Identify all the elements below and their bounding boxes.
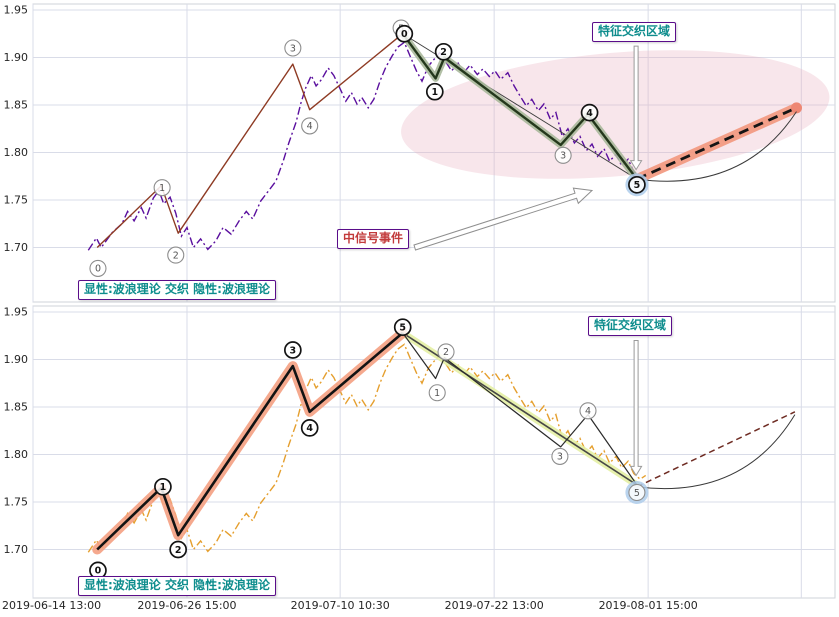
y-tick-label: 1.90 xyxy=(4,51,29,64)
wave-marker-label: 2 xyxy=(175,545,182,556)
wave-marker-circle xyxy=(301,117,319,135)
feature-region-label-bottom: 特征交织区域 xyxy=(588,316,673,336)
panel-bottom: 1.70 1.75 1.80 1.85 1.90 1.95 0 1 2 3 4 5 1 2 3 4 5 xyxy=(4,305,836,599)
wave-marker-circle xyxy=(393,318,412,337)
wave-marker-circle xyxy=(580,103,599,122)
wave-marker-label: 1 xyxy=(159,183,165,194)
wave-marker-label: 2 xyxy=(443,347,449,358)
region-pointer-arrow xyxy=(629,45,643,171)
wave-marker-label: 3 xyxy=(290,43,296,54)
projection-end-dot xyxy=(791,102,803,114)
x-tick-label: 2019-07-10 10:30 xyxy=(291,599,390,612)
wave-marker-circle xyxy=(89,259,107,277)
wave-marker-label: 1 xyxy=(431,87,438,98)
x-tick-label: 2019-07-22 13:00 xyxy=(445,599,544,612)
y-tick-label: 1.95 xyxy=(4,4,29,17)
wave-marker-label: 2 xyxy=(440,47,447,58)
legend-label-top: 显性:波浪理论 交织 隐性:波浪理论 xyxy=(78,280,276,300)
y-tick-label: 1.85 xyxy=(4,401,29,414)
wave-marker-label: 4 xyxy=(306,423,313,434)
wave-marker-circle xyxy=(554,146,572,164)
wave-marker-label: 3 xyxy=(557,452,563,463)
projection-arc xyxy=(636,111,797,182)
wave-marker-circle xyxy=(284,39,302,57)
wave-marker-circle xyxy=(153,179,171,197)
x-tick-label: 2019-06-26 15:00 xyxy=(137,599,236,612)
wave-marker-label: 5 xyxy=(634,180,641,191)
y-tick-label: 1.80 xyxy=(4,146,29,159)
x-tick-label: 2019-06-14 13:00 xyxy=(2,599,101,612)
y-tick-label: 1.70 xyxy=(4,241,29,254)
legend-label-bottom: 显性:波浪理论 交织 隐性:波浪理论 xyxy=(78,576,276,596)
wave-marker-label: 3 xyxy=(290,345,297,356)
wave-marker-circle xyxy=(551,447,569,465)
wave-marker-circle xyxy=(169,540,188,559)
wave-marker-circle xyxy=(437,343,455,361)
y-tick-label: 1.75 xyxy=(4,194,29,207)
y-tick-label: 1.70 xyxy=(4,543,29,556)
up-wave-line xyxy=(96,33,404,249)
feature-region-label-top: 特征交织区域 xyxy=(592,22,677,42)
projection-arc xyxy=(636,414,796,490)
signal-event-arrow xyxy=(413,187,594,251)
down-wave-line xyxy=(401,32,638,180)
wave-marker-label: 4 xyxy=(586,108,593,119)
wave-marker-circle xyxy=(300,419,319,437)
wave-marker-label: 0 xyxy=(401,29,408,40)
wave-marker-circle xyxy=(395,24,414,43)
wave-marker-label: 0 xyxy=(95,264,101,275)
wave-marker-circle xyxy=(628,483,646,502)
wave-marker-circle xyxy=(425,82,444,101)
wave-marker-circle xyxy=(154,477,172,496)
wave-marker-label: 1 xyxy=(434,388,440,399)
wave-marker-circle xyxy=(428,384,446,402)
wave-marker-label: 5 xyxy=(399,323,406,334)
wave-marker-label: 0 xyxy=(95,566,102,577)
y-tick-label: 1.80 xyxy=(4,448,29,461)
signal-event-label: 中信号事件 xyxy=(337,229,410,249)
y-tick-label: 1.75 xyxy=(4,496,29,509)
wave-marker-circle xyxy=(628,175,646,194)
highlight-ellipse xyxy=(401,50,830,179)
wave-marker-label: 5 xyxy=(634,488,640,499)
panel-top: 1.701.751.801.851.901.95012345012345 xyxy=(4,3,836,303)
up-wave-line xyxy=(96,331,404,551)
projection-line xyxy=(636,106,798,181)
wave-marker-label: 3 xyxy=(560,151,566,162)
wave-marker-label: 2 xyxy=(173,250,179,261)
y-tick-label: 1.90 xyxy=(4,353,29,366)
y-tick-label: 1.85 xyxy=(4,99,29,112)
wave-marker-circle xyxy=(283,341,302,359)
wave-marker-label: 1 xyxy=(160,482,167,493)
region-pointer-arrow xyxy=(629,340,643,477)
y-tick-label: 1.95 xyxy=(4,306,29,319)
wave-marker-label: 4 xyxy=(585,406,591,417)
wave-marker-circle xyxy=(579,402,597,420)
projection-line xyxy=(636,411,796,488)
down-wave-line xyxy=(402,332,638,486)
x-tick-label: 2019-08-01 15:00 xyxy=(599,599,698,612)
price-line xyxy=(87,41,647,251)
wave-marker-circle xyxy=(167,246,185,264)
wave-marker-label: 4 xyxy=(307,121,313,132)
wave-marker-circle xyxy=(434,42,453,61)
